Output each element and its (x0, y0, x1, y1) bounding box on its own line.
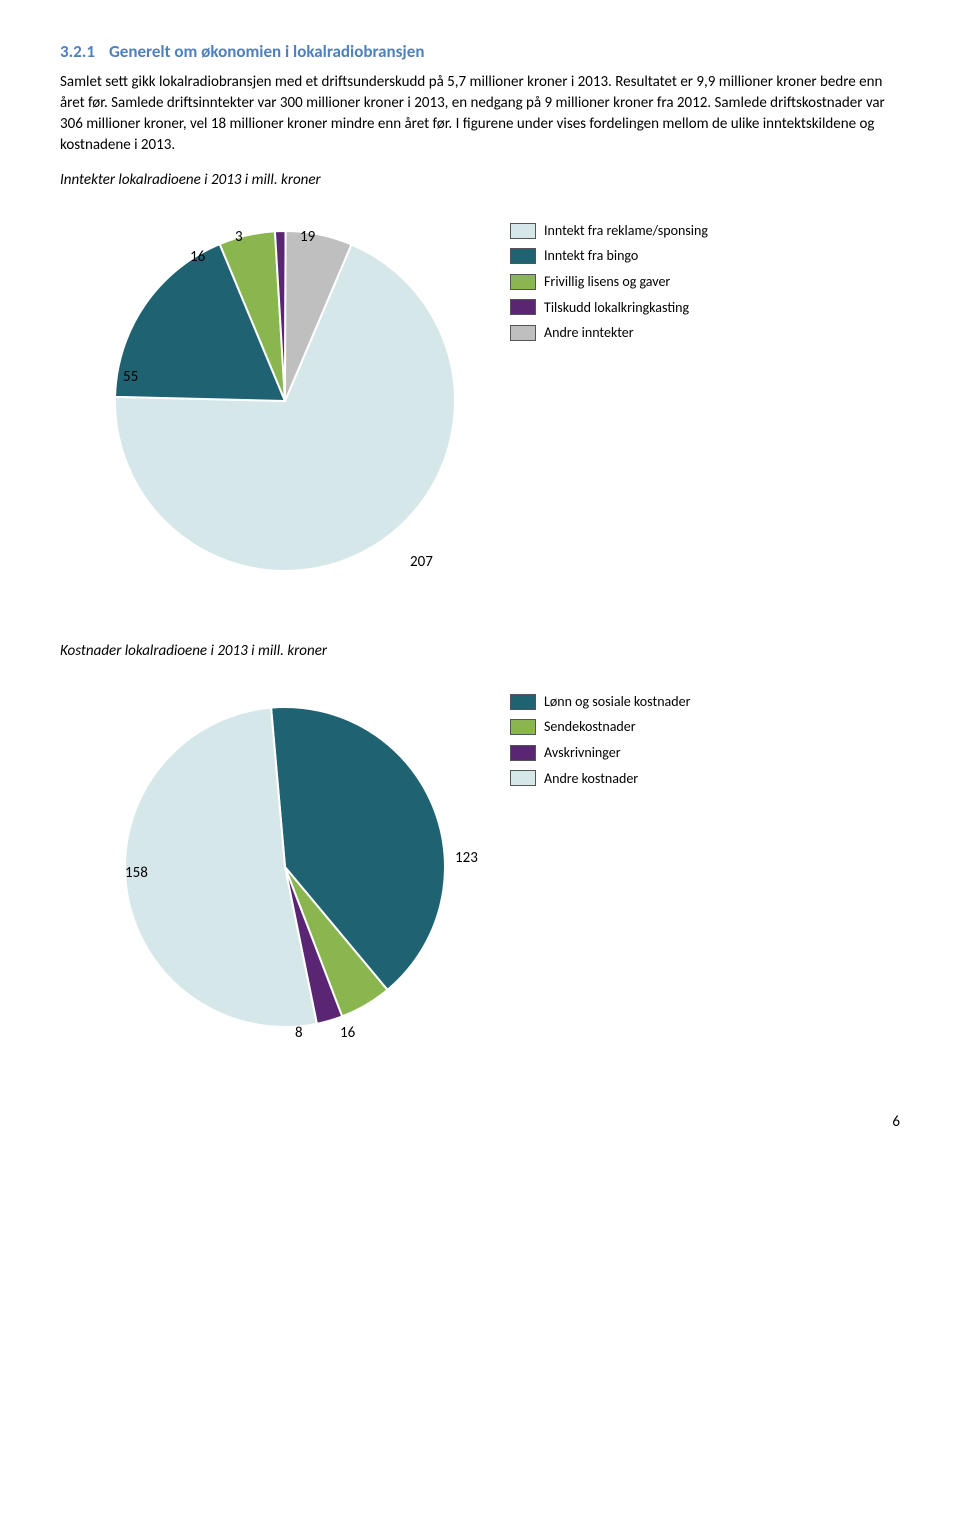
chart1-pie: 207 55 16 3 19 (60, 201, 510, 591)
pie-value-label: 19 (300, 228, 316, 246)
legend-swatch (510, 223, 536, 239)
legend-item: Inntekt fra reklame/sponsing (510, 221, 708, 241)
legend-label: Inntekt fra bingo (544, 246, 638, 266)
chart2-wrap: 123 16 8 158 Lønn og sosiale kostnader Sende… (60, 672, 900, 1062)
pie-value-label: 16 (340, 1024, 356, 1042)
page-number: 6 (60, 1112, 900, 1133)
legend-label: Inntekt fra reklame/sponsing (544, 221, 708, 241)
legend-swatch (510, 325, 536, 341)
section-heading: 3.2.1 Generelt om økonomien i lokalradiob… (60, 40, 900, 64)
legend-item: Andre inntekter (510, 323, 708, 343)
chart1-wrap: 2075516319 Inntekt fra reklame/sponsingI… (60, 201, 900, 591)
legend-label: Avskrivninger (544, 743, 621, 763)
legend-swatch (510, 694, 536, 710)
pie-value-label: 158 (125, 864, 148, 882)
chart2-title: Kostnader lokalradioene i 2013 i mill. k… (60, 641, 900, 662)
legend-item: Inntekt fra bingo (510, 246, 708, 266)
legend-label: Andre kostnader (544, 769, 638, 789)
intro-paragraph: Samlet sett gikk lokalradiobransjen med … (60, 72, 900, 156)
pie-value-label: 207 (410, 553, 433, 571)
chart2-legend: Lønn og sosiale kostnader Sendekostnader A… (510, 692, 690, 788)
section-number: 3.2.1 (60, 41, 95, 62)
legend-swatch (510, 770, 536, 786)
legend-label: Tilskudd lokalkringkasting (544, 298, 689, 318)
chart1-legend: Inntekt fra reklame/sponsing Inntekt fra … (510, 221, 708, 343)
chart1-title: Inntekter lokalradioene i 2013 i mill. k… (60, 170, 900, 191)
chart2-pie: 123 16 8 158 (60, 672, 510, 1062)
legend-swatch (510, 745, 536, 761)
legend-item: Lønn og sosiale kostnader (510, 692, 690, 712)
legend-item: Tilskudd lokalkringkasting (510, 298, 708, 318)
legend-item: Avskrivninger (510, 743, 690, 763)
pie-value-label: 55 (123, 368, 138, 386)
legend-item: Sendekostnader (510, 717, 690, 737)
legend-item: Andre kostnader (510, 769, 690, 789)
legend-label: Lønn og sosiale kostnader (544, 692, 690, 712)
legend-label: Sendekostnader (544, 717, 636, 737)
legend-swatch (510, 274, 536, 290)
pie-value-label: 16 (190, 248, 206, 266)
section-title: Generelt om økonomien i lokalradiobransj… (109, 41, 425, 62)
pie-value-label: 3 (235, 228, 243, 246)
pie-value-label: 123 (455, 849, 478, 867)
legend-label: Andre inntekter (544, 323, 634, 343)
legend-swatch (510, 299, 536, 315)
legend-swatch (510, 248, 536, 264)
legend-swatch (510, 719, 536, 735)
legend-label: Frivillig lisens og gaver (544, 272, 670, 292)
legend-item: Frivillig lisens og gaver (510, 272, 708, 292)
pie-value-label: 8 (295, 1024, 303, 1042)
